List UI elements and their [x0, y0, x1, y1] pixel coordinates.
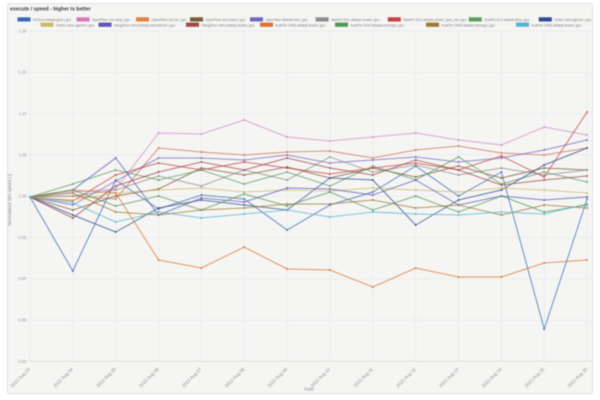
svg-text:KuaiTie C910 default-memcpy |: KuaiTie C910 default-memcpy | gcc — [351, 23, 405, 27]
svg-text:execute / speed - higher is: execute / speed - higher is better — [10, 7, 91, 13]
svg-text:0.80: 0.80 — [18, 359, 27, 364]
svg-text:SweRV EH1 default-cmark | gcc: SweRV EH1 default-cmark | gcc — [331, 18, 380, 22]
svg-text:0.85: 0.85 — [18, 318, 27, 323]
svg-text:0.90: 0.90 — [18, 276, 27, 281]
svg-text:0.95: 0.95 — [18, 235, 27, 240]
svg-text:Vortex sane-sgemm | gcc: Vortex sane-sgemm | gcc — [56, 23, 94, 27]
svg-text:OpenPiton 4x4-token | gcc: OpenPiton 4x4-token | gcc — [206, 18, 246, 22]
svg-text:KuaiTie C906 default-cmark | g: KuaiTie C906 default-cmark | gcc — [532, 23, 582, 27]
svg-text:1.10: 1.10 — [18, 111, 27, 116]
svg-text:1.20: 1.20 — [18, 28, 27, 33]
svg-text:1.00: 1.00 — [18, 194, 27, 199]
svg-text:OpenPiton 2x2-8c | gcc: OpenPiton 2x2-8c | gcc — [152, 18, 187, 22]
svg-text:HangZhou mini (chisel) microbe: HangZhou mini (chisel) microbench | gcc — [114, 23, 176, 27]
svg-text:KuaiTie C906 default-memcpy |: KuaiTie C906 default-memcpy | gcc — [442, 23, 496, 27]
svg-text:SweRV EL2 default-dhry | gcc: SweRV EL2 default-dhry | gcc — [484, 18, 529, 22]
svg-text:Normalized Sim speed [-]: Normalized Sim speed [-] — [7, 174, 12, 226]
svg-text:NVDLA default-gnet | gcc: NVDLA default-gnet | gcc — [33, 18, 71, 22]
svg-text:OpenPiton 1x1-dirty | gcc: OpenPiton 1x1-dirty | gcc — [92, 18, 130, 22]
svg-text:KuaiTie C906 default-cmark | g: KuaiTie C906 default-cmark | gcc — [276, 23, 326, 27]
svg-text:Vortex mini-sgemm | gcc: Vortex mini-sgemm | gcc — [554, 18, 591, 22]
svg-text:Date: Date — [304, 387, 314, 392]
svg-text:HangZhou mini (chisel) cmark |: HangZhou mini (chisel) cmark | gcc — [202, 23, 255, 27]
svg-text:1.15: 1.15 — [18, 70, 27, 75]
svg-text:OpenTitan default-insn | gcc: OpenTitan default-insn | gcc — [266, 18, 309, 22]
svg-text:1.05: 1.05 — [18, 152, 27, 157]
svg-text:SweRV EH1 default-cmark_sync_r: SweRV EH1 default-cmark_sync_ref | gcc — [403, 18, 466, 22]
